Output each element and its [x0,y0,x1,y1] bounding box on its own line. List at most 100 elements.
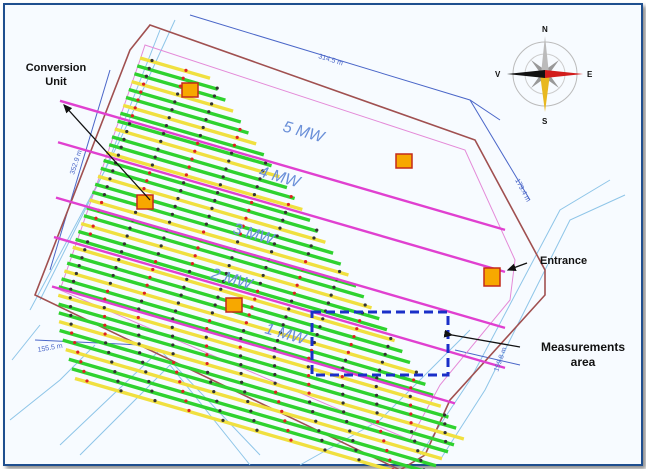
panel-marker [139,90,143,94]
panel-marker [444,439,448,444]
panel-marker [172,360,176,365]
panel-marker [195,141,200,145]
panel-marker [108,177,112,181]
panel-marker [201,230,206,234]
panel-marker [408,394,412,398]
compass-north-needle [541,36,549,74]
label-conversion-unit: Conversion Unit [14,61,98,89]
panel-marker [414,370,418,374]
panel-marker [99,200,104,205]
panel-marker [409,421,413,425]
panel-marker [311,409,315,414]
panel-marker [269,250,274,254]
panel-marker [207,110,211,114]
panel-row [136,64,219,91]
panel-marker [170,334,175,338]
panel-marker [411,378,416,382]
panel-marker [205,327,209,331]
panel-marker [170,108,174,112]
panel-marker [215,190,220,195]
panel-marker [380,360,384,364]
compass-label-north: N [542,25,548,34]
panel-marker [171,352,175,356]
panel-marker [110,360,114,364]
panel-marker [153,155,157,159]
panel-marker [389,336,393,341]
panel-marker [139,299,144,303]
panel-row [91,190,342,266]
panel-row [74,376,394,469]
panel-marker [352,334,356,339]
panel-marker [278,226,282,230]
panel-marker [314,419,318,423]
panel-marker [171,317,175,321]
panel-marker [263,161,268,165]
panel-marker [71,279,76,283]
dim-right: 179.4 m [513,178,531,204]
panel-marker [349,342,353,347]
panel-marker [133,210,138,214]
panel-row [80,222,373,310]
panel-marker [443,422,447,426]
panel-marker [323,448,327,452]
panel-marker [443,430,447,435]
panel-marker [326,301,330,305]
panel-marker [83,248,87,252]
panel-marker [218,409,222,413]
panel-marker [136,315,140,320]
panel-marker [239,371,243,376]
panel-marker [216,295,220,299]
panel-marker [278,331,282,335]
panel-marker [105,289,110,293]
panel-marker [111,169,115,173]
panel-marker [68,296,72,300]
panel-marker [345,419,349,424]
panel-marker [241,224,245,228]
panel-marker [69,287,73,291]
panel-marker [164,123,168,128]
panel-marker [281,218,285,222]
panel-marker [103,297,107,301]
measurements-area-box [310,310,450,377]
label-measurements-area: Measurements area [526,340,640,370]
panel-marker [205,361,209,366]
panel-marker [138,351,142,355]
panel-row [119,111,265,157]
panel-marker [144,74,148,78]
panel-marker [147,379,151,384]
panel-marker [221,175,225,179]
panel-marker [342,410,346,414]
panel-marker [133,106,137,110]
panel-marker [70,331,74,335]
panel-marker [136,98,140,102]
panel-marker [179,293,183,297]
panel-marker [190,157,194,161]
panel-marker [69,322,73,326]
panel-marker [354,448,358,452]
panel-marker [306,373,311,378]
panel-marker [286,428,290,433]
panel-marker [306,252,310,256]
panel-marker [306,365,310,369]
panel-marker [249,409,253,413]
panel-marker [150,389,154,393]
panel-marker [258,281,262,285]
panel-marker [232,143,236,147]
panel-marker [137,333,141,337]
panel-marker [252,192,256,197]
dim-bottom-left: 155.5 m [37,343,63,354]
arrow-conversion-unit [63,104,151,201]
panel-marker [215,399,219,403]
panel-row [103,158,311,223]
panel-marker [218,183,222,187]
panel-marker [357,458,361,462]
internal-road [59,99,506,232]
label-conversion-unit-line2: Unit [45,76,67,88]
panel-marker [383,352,387,356]
panel-marker [175,92,180,96]
panel-marker [413,439,417,443]
panel-marker [375,402,379,406]
panel-marker [142,187,146,191]
panel-marker [151,267,155,272]
panel-marker [312,236,316,240]
